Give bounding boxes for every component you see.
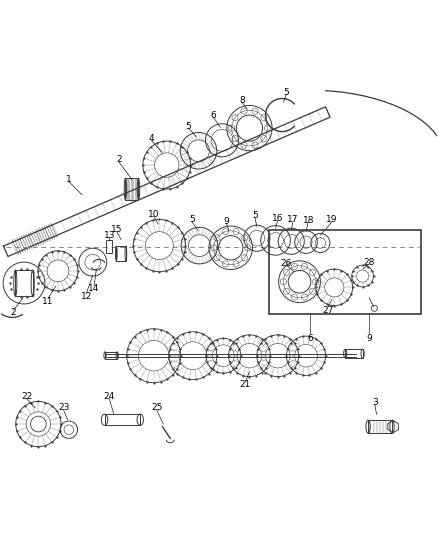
Bar xyxy=(105,352,117,359)
Text: 22: 22 xyxy=(21,392,32,401)
Text: 9: 9 xyxy=(223,217,229,226)
Bar xyxy=(269,230,421,314)
Text: 5: 5 xyxy=(283,88,290,97)
Text: 5: 5 xyxy=(252,211,258,220)
Text: 24: 24 xyxy=(104,392,115,401)
Text: 13: 13 xyxy=(103,231,115,240)
Bar xyxy=(15,270,33,296)
Text: 11: 11 xyxy=(42,297,54,306)
Text: 28: 28 xyxy=(364,257,375,266)
Text: 10: 10 xyxy=(148,210,159,219)
Text: 27: 27 xyxy=(322,305,333,314)
Bar xyxy=(105,414,140,425)
Bar xyxy=(106,240,112,254)
Text: 19: 19 xyxy=(326,215,338,224)
Text: 5: 5 xyxy=(189,215,195,224)
Text: 21: 21 xyxy=(240,381,251,390)
Text: 15: 15 xyxy=(111,225,123,234)
Bar xyxy=(116,246,126,261)
Bar xyxy=(368,420,392,433)
Text: 1: 1 xyxy=(66,175,72,184)
Text: 26: 26 xyxy=(281,259,292,268)
Text: 17: 17 xyxy=(287,215,299,224)
Text: 6: 6 xyxy=(211,110,216,119)
Text: 3: 3 xyxy=(372,398,378,407)
Text: 9: 9 xyxy=(366,334,372,343)
Bar xyxy=(125,178,138,200)
Text: 16: 16 xyxy=(272,214,283,223)
Text: 18: 18 xyxy=(303,216,314,225)
Text: 2: 2 xyxy=(116,156,122,164)
Text: 8: 8 xyxy=(239,96,245,105)
Text: 4: 4 xyxy=(149,134,154,143)
Text: 6: 6 xyxy=(307,334,313,343)
Text: 14: 14 xyxy=(88,284,100,293)
Text: 23: 23 xyxy=(58,403,69,413)
Bar xyxy=(345,349,363,358)
Text: 25: 25 xyxy=(151,403,162,413)
Text: 12: 12 xyxy=(81,292,92,301)
Text: 2: 2 xyxy=(11,308,16,317)
Text: 5: 5 xyxy=(186,122,191,131)
